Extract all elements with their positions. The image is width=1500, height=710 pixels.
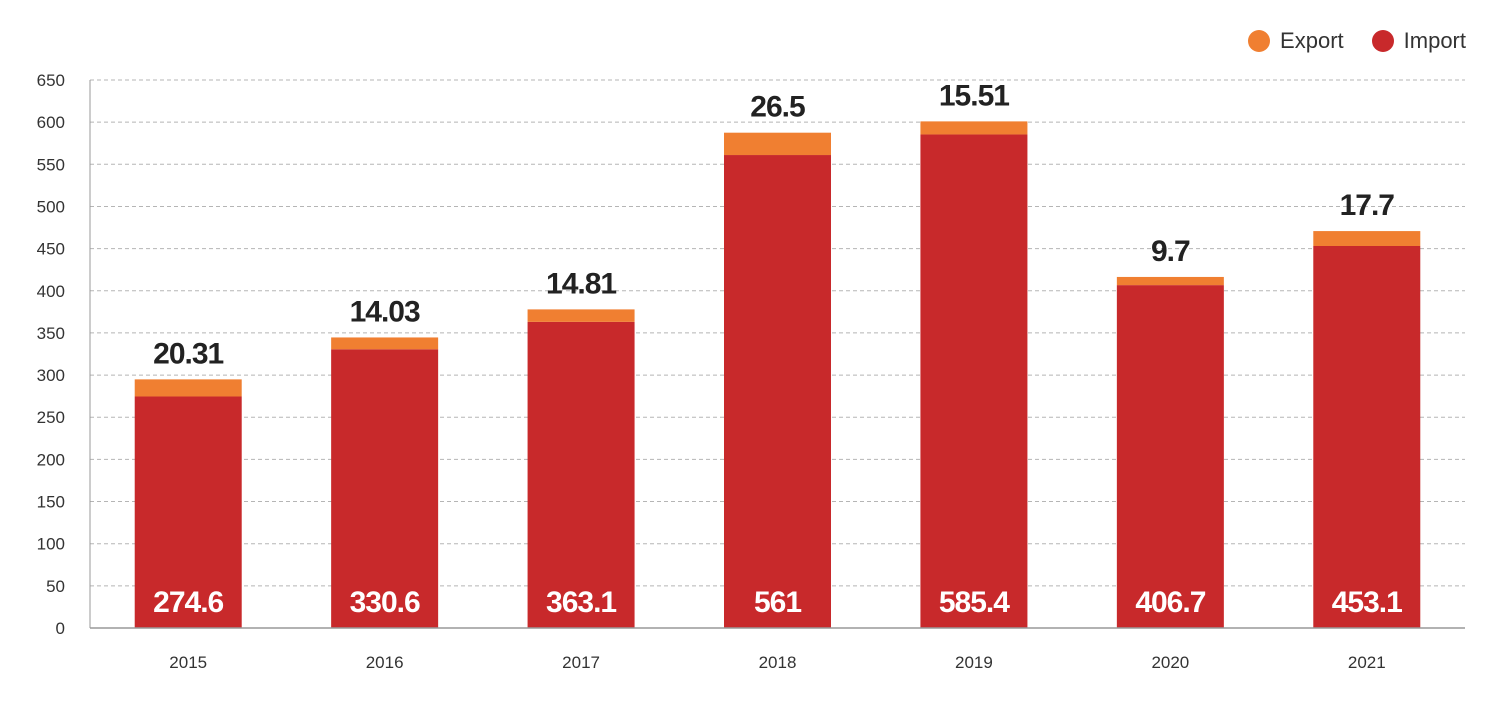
export-value-label: 15.51	[939, 79, 1009, 112]
x-axis-ticks: 2015 2016 2017 2018 2019 2020 2021	[169, 653, 1385, 672]
legend-item-import: Import	[1371, 28, 1466, 54]
export-value-label: 20.31	[153, 337, 223, 370]
x-tick-label: 2020	[1151, 653, 1189, 672]
import-value-label: 561	[754, 586, 801, 619]
import-value-label: 406.7	[1135, 586, 1205, 619]
y-tick-label: 300	[37, 366, 65, 385]
y-tick-label: 600	[37, 113, 65, 132]
y-tick-label: 550	[37, 155, 65, 174]
bars: 274.6 20.31 330.6 14.03 363.1 14.81 561 26.5 585…	[134, 79, 1421, 629]
x-tick-label: 2015	[169, 653, 207, 672]
y-axis-ticks: 0 50 100 150 200 250 300 350 400 450 500 550 600 650	[37, 71, 65, 638]
y-tick-label: 400	[37, 282, 65, 301]
y-tick-label: 100	[37, 535, 65, 554]
y-tick-label: 0	[56, 619, 65, 638]
x-tick-label: 2017	[562, 653, 600, 672]
import-value-label: 453.1	[1332, 586, 1402, 619]
legend-swatch-import	[1371, 30, 1394, 52]
export-value-label: 14.03	[350, 295, 420, 328]
legend-swatch-export	[1248, 30, 1271, 52]
y-tick-label: 450	[37, 240, 65, 259]
y-tick-label: 150	[37, 493, 65, 512]
export-value-label: 26.5	[750, 91, 805, 124]
legend-item-export: Export	[1248, 28, 1344, 54]
bar-import-2017	[527, 321, 635, 628]
bar-import-2020	[1116, 285, 1224, 628]
import-value-label: 363.1	[546, 586, 616, 619]
y-tick-label: 250	[37, 408, 65, 427]
bar-import-2021	[1313, 246, 1421, 629]
legend-label-export: Export	[1280, 28, 1344, 53]
export-value-label: 17.7	[1340, 189, 1395, 222]
import-value-label: 585.4	[939, 586, 1010, 619]
bar-import-2018	[724, 155, 831, 628]
y-tick-label: 650	[37, 71, 65, 90]
bar-import-2019	[920, 134, 1028, 628]
chart-legend: Export Import	[1248, 28, 1466, 54]
y-tick-label: 500	[37, 197, 65, 216]
bar-export-2020	[1116, 276, 1224, 286]
bar-export-2017	[527, 309, 635, 322]
bar-export-2016	[331, 337, 439, 350]
y-tick-label: 200	[37, 450, 65, 469]
y-tick-label: 50	[46, 577, 65, 596]
legend-label-import: Import	[1403, 28, 1466, 53]
import-value-label: 330.6	[350, 586, 420, 619]
y-tick-label: 350	[37, 324, 65, 343]
export-value-label: 9.7	[1151, 235, 1190, 268]
bar-export-2015	[134, 379, 242, 397]
bar-import-2016	[331, 349, 439, 628]
export-value-label: 14.81	[546, 267, 616, 300]
x-tick-label: 2021	[1348, 653, 1386, 672]
x-tick-label: 2019	[955, 653, 993, 672]
x-tick-label: 2016	[366, 653, 404, 672]
bar-export-2021	[1313, 231, 1421, 247]
bar-export-2019	[920, 121, 1028, 135]
bar-import-2015	[134, 396, 242, 628]
bar-export-2018	[724, 132, 831, 156]
x-tick-label: 2018	[759, 653, 797, 672]
import-value-label: 274.6	[153, 586, 223, 619]
